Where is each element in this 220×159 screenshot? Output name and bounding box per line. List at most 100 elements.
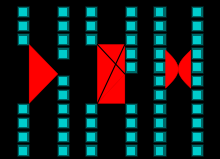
Bar (59, 49, 67, 58)
Bar (191, 61, 203, 73)
Bar (156, 77, 163, 85)
Bar (156, 91, 163, 99)
Polygon shape (97, 74, 125, 103)
Bar (153, 47, 166, 59)
Bar (85, 6, 97, 17)
Bar (19, 119, 27, 127)
Bar (193, 8, 201, 16)
Bar (191, 33, 203, 45)
Bar (193, 63, 201, 71)
Bar (19, 147, 27, 155)
Bar (59, 77, 67, 85)
Bar (156, 147, 163, 155)
Bar (127, 36, 135, 44)
Bar (59, 147, 67, 155)
Bar (191, 47, 203, 59)
Bar (59, 91, 67, 99)
Bar (127, 147, 135, 155)
Bar (156, 49, 163, 58)
Bar (193, 91, 201, 99)
Bar (57, 117, 69, 128)
Bar (127, 49, 135, 58)
Bar (19, 105, 27, 113)
Bar (127, 133, 135, 141)
Bar (127, 105, 135, 113)
Bar (87, 119, 95, 127)
Bar (156, 63, 163, 71)
Bar (57, 144, 69, 156)
Bar (125, 33, 137, 45)
Bar (193, 147, 201, 155)
Bar (59, 119, 67, 127)
Bar (127, 22, 135, 30)
Bar (59, 133, 67, 141)
Bar (125, 131, 137, 142)
Polygon shape (178, 50, 191, 88)
Bar (125, 61, 137, 73)
Bar (153, 6, 166, 17)
Bar (191, 6, 203, 17)
Bar (57, 103, 69, 114)
Bar (193, 49, 201, 58)
Bar (19, 8, 27, 16)
Bar (17, 6, 29, 17)
Bar (191, 117, 203, 128)
Bar (153, 103, 166, 114)
Bar (153, 33, 166, 45)
Bar (153, 89, 166, 100)
Bar (85, 20, 97, 31)
Bar (156, 22, 163, 30)
Bar (17, 117, 29, 128)
Bar (19, 133, 27, 141)
Bar (193, 22, 201, 30)
Bar (153, 144, 166, 156)
Bar (191, 144, 203, 156)
Bar (17, 103, 29, 114)
Bar (156, 105, 163, 113)
Bar (57, 33, 69, 45)
Bar (193, 133, 201, 141)
Bar (19, 36, 27, 44)
Bar (193, 77, 201, 85)
Bar (153, 20, 166, 31)
Bar (17, 144, 29, 156)
Bar (156, 133, 163, 141)
Bar (59, 22, 67, 30)
Bar (85, 131, 97, 142)
Bar (19, 22, 27, 30)
Bar (156, 119, 163, 127)
Bar (191, 75, 203, 86)
Bar (156, 8, 163, 16)
Bar (125, 47, 137, 59)
Bar (57, 89, 69, 100)
Bar (87, 36, 95, 44)
Bar (125, 6, 137, 17)
Bar (193, 36, 201, 44)
Bar (59, 8, 67, 16)
Polygon shape (29, 45, 58, 103)
Bar (17, 33, 29, 45)
Bar (85, 33, 97, 45)
Bar (191, 89, 203, 100)
Bar (156, 36, 163, 44)
Bar (17, 131, 29, 142)
Bar (57, 47, 69, 59)
Bar (59, 105, 67, 113)
Bar (57, 131, 69, 142)
Bar (85, 103, 97, 114)
Bar (87, 133, 95, 141)
Bar (191, 20, 203, 31)
Bar (125, 20, 137, 31)
Bar (57, 20, 69, 31)
Bar (127, 63, 135, 71)
Polygon shape (165, 50, 178, 88)
Bar (85, 117, 97, 128)
Bar (153, 75, 166, 86)
Bar (59, 36, 67, 44)
Bar (193, 119, 201, 127)
Bar (127, 119, 135, 127)
Bar (87, 105, 95, 113)
Bar (125, 103, 137, 114)
Bar (87, 8, 95, 16)
Bar (127, 8, 135, 16)
